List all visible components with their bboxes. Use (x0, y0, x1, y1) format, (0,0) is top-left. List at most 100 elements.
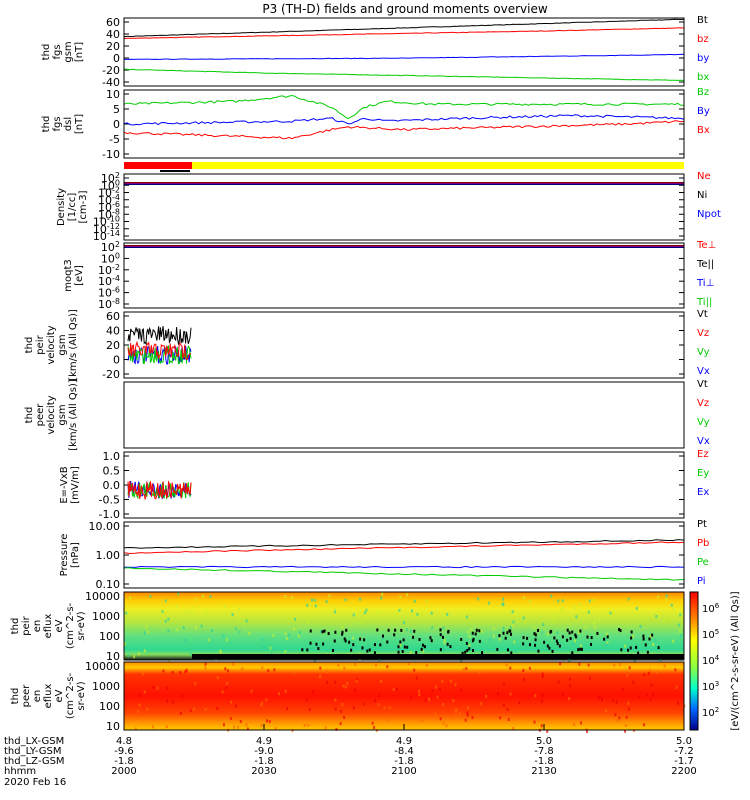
spectrogram-pixel (285, 637, 288, 641)
spectrogram-pixel (573, 639, 576, 643)
spectrogram-pixel (587, 610, 590, 614)
spectrogram-pixel (431, 626, 434, 630)
spectrogram-pixel (441, 649, 444, 653)
spectrogram-pixel (261, 637, 264, 641)
spectrogram-pixel (216, 706, 219, 710)
spectrogram-pixel (618, 716, 621, 720)
spectrogram-pixel (310, 598, 313, 602)
spectrogram-pixel (127, 654, 130, 658)
spectrogram (124, 662, 684, 730)
ytick-label: 10-10 (93, 215, 120, 229)
spectrogram-pixel (431, 689, 434, 693)
panel-frame (123, 451, 685, 519)
spectrogram-pixel (626, 673, 629, 677)
spectrogram-pixel (185, 669, 188, 673)
spectrogram-pixel (231, 613, 234, 617)
spectrogram-pixel (418, 693, 421, 697)
spectrogram-pixel (502, 603, 505, 607)
spectrogram-pixel (235, 627, 238, 631)
ylabel-line: Density (56, 188, 67, 226)
legend-pi: Pi (697, 576, 706, 587)
spectrogram-pixel (556, 631, 559, 635)
ytick-label: 100 (99, 630, 120, 643)
noise-pixel (373, 643, 376, 647)
spectrogram-pixel (522, 678, 525, 682)
legend-vx: Vx (697, 366, 710, 377)
noise-pixel (635, 645, 638, 649)
ylabel-line: [nT] (74, 114, 85, 134)
ylabel-line: [cm-3] (78, 190, 89, 223)
figure-title: P3 (TH-D) fields and ground moments over… (262, 2, 547, 16)
spectrogram-pixel (654, 638, 657, 642)
spectrogram-pixel (533, 625, 536, 629)
pressure-trace (123, 565, 685, 569)
spectrogram-pixel (293, 627, 296, 631)
spectrogram-pixel (343, 715, 346, 719)
noise-pixel (509, 629, 512, 633)
spectrogram-pixel (286, 707, 289, 711)
spectrogram-pixel (466, 711, 469, 715)
ytick-label: 20 (106, 339, 120, 352)
spectrogram-pixel (179, 671, 182, 675)
spectrogram-pixel (204, 707, 207, 711)
spectrogram-pixel (145, 625, 148, 629)
noise-pixel (471, 639, 474, 643)
series-bx (123, 120, 685, 140)
spectrogram-pixel (226, 638, 229, 642)
spectrogram-pixel (553, 620, 556, 624)
noise-pixel (526, 636, 529, 640)
xaxis-row-label: thd_LZ-GSM (4, 756, 65, 767)
spectrogram-pixel (597, 696, 600, 700)
colorbar-tick: 103 (702, 680, 719, 693)
xtick-label: -7.2 (674, 746, 694, 757)
spectrogram-pixel (430, 611, 433, 615)
spectrogram-pixel (633, 659, 636, 663)
ylabel-line: (cm^2-s- (65, 602, 76, 649)
noise-pixel (465, 641, 468, 645)
spectrogram-pixel (600, 698, 603, 702)
noise-pixel (478, 639, 481, 643)
spectrogram-pixel (211, 628, 214, 632)
noise-pixel (420, 647, 423, 651)
noise-pixel (534, 643, 537, 647)
spectrogram-pixel (312, 690, 315, 694)
spectrogram-pixel (585, 727, 588, 731)
spectrogram-pixel (606, 632, 609, 636)
spectrogram-pixel (201, 594, 204, 598)
mode-bar-red (124, 162, 192, 169)
spectrogram-pixel (413, 668, 416, 672)
ylabel-line: thd (24, 337, 35, 354)
legend-ni: Ni (697, 190, 707, 201)
spectrogram-pixel (502, 683, 505, 687)
noise-pixel (403, 645, 406, 649)
panel-efield: E=-VxB [mV/m] 1.0 0.50.0 -0.5-1.0 Ez Ey Ex (59, 449, 709, 521)
spectrogram-pixel (224, 667, 227, 671)
spectrogram-pixel (191, 610, 194, 614)
spectrogram-pixel (308, 708, 311, 712)
spectrogram-pixel (260, 723, 263, 727)
series-bz (123, 27, 685, 40)
spectrogram-pixel (352, 706, 355, 710)
noise-pixel (471, 631, 474, 635)
spectrogram-pixel (167, 659, 170, 663)
series-by (123, 53, 685, 60)
spectrogram-pixel (665, 594, 668, 598)
noise-pixel (418, 637, 421, 641)
spectrogram-pixel (355, 679, 358, 683)
spectrogram-pixel (422, 649, 425, 653)
spectrogram-pixel (663, 618, 666, 622)
noise-pixel (306, 648, 309, 652)
spectrogram-pixel (328, 594, 331, 598)
xtick-label: 5.0 (536, 736, 552, 747)
spectrogram-pixel (586, 729, 589, 733)
spectrogram-pixel (263, 645, 266, 649)
spectrogram-pixel (606, 643, 609, 647)
legend-bt: Bt (697, 15, 708, 26)
xtick-label: 2200 (671, 766, 696, 777)
spectrogram-pixel (522, 616, 525, 620)
legend-npot: Npot (697, 209, 721, 220)
noise-pixel (580, 647, 583, 651)
ylabel-line: eV (54, 689, 65, 702)
spectrogram-pixel (578, 662, 581, 666)
spectrogram-pixel (184, 670, 187, 674)
